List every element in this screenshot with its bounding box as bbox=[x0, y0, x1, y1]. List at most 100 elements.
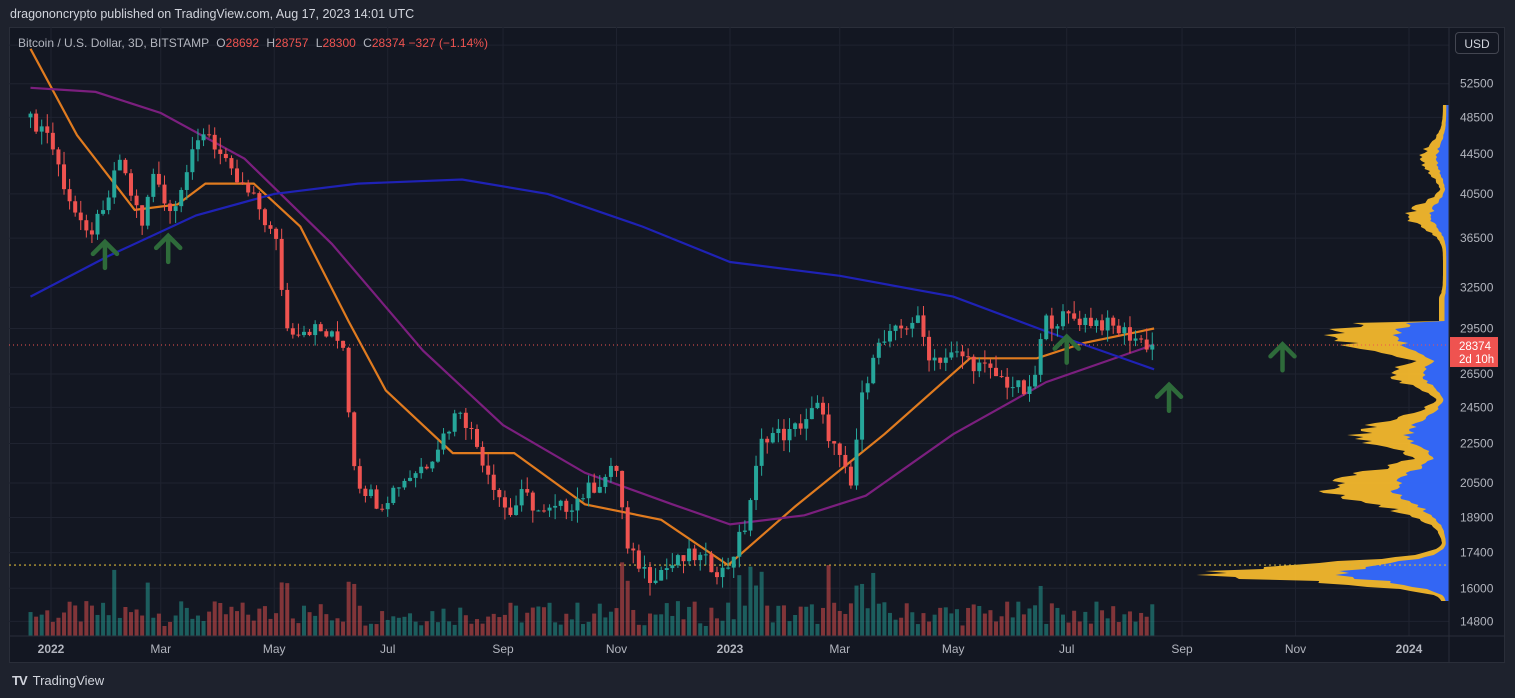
x-tick-label: 2024 bbox=[1396, 642, 1423, 656]
candle-body bbox=[296, 334, 301, 336]
candle-body bbox=[212, 134, 217, 150]
candle-body bbox=[709, 554, 714, 573]
volume-bar bbox=[413, 621, 418, 636]
chart-legend: Bitcoin / U.S. Dollar, 3D, BITSTAMP O286… bbox=[18, 36, 488, 50]
candles bbox=[28, 109, 1155, 596]
candle-body bbox=[692, 548, 697, 561]
candle-body bbox=[1066, 311, 1071, 314]
volume-bar bbox=[424, 621, 429, 636]
candle-body bbox=[140, 205, 145, 226]
volume-bar bbox=[943, 607, 948, 636]
volume-bar bbox=[921, 613, 926, 636]
volume-bar bbox=[201, 620, 206, 636]
candle-body bbox=[932, 357, 937, 361]
volume-bar bbox=[469, 623, 474, 636]
candle-body bbox=[67, 189, 72, 202]
candle-body bbox=[887, 330, 892, 342]
candle-body bbox=[949, 352, 954, 358]
up-arrow-icon bbox=[1154, 381, 1184, 414]
volume-bar bbox=[687, 606, 692, 636]
candle-body bbox=[809, 408, 814, 420]
volume-bar bbox=[491, 613, 496, 636]
volume-bar bbox=[195, 615, 200, 636]
candle-body bbox=[541, 510, 546, 512]
candle-body bbox=[229, 158, 234, 169]
candle-body bbox=[207, 134, 212, 136]
y-tick-label: 24500 bbox=[1460, 400, 1494, 414]
volume-bar bbox=[341, 621, 346, 636]
volume-bar bbox=[168, 621, 173, 636]
tradingview-logo-icon[interactable]: TV bbox=[12, 673, 28, 688]
volume-bar bbox=[625, 580, 630, 636]
candle-body bbox=[145, 196, 150, 226]
volume-bar bbox=[648, 613, 653, 636]
candle-body bbox=[720, 567, 725, 578]
candle-body bbox=[876, 342, 881, 358]
candle-body bbox=[307, 331, 312, 336]
volume-bar bbox=[804, 606, 809, 636]
candle-body bbox=[1105, 317, 1110, 331]
volume-bar bbox=[988, 610, 993, 636]
candle-body bbox=[714, 572, 719, 578]
volume-bar bbox=[826, 565, 831, 636]
candle-body bbox=[804, 419, 809, 429]
volume-bar bbox=[1139, 612, 1144, 636]
volume-bar bbox=[927, 621, 932, 636]
price-chart[interactable]: 5750052500485004450040500365003250029500… bbox=[9, 27, 1505, 663]
volume-bar bbox=[581, 624, 586, 636]
low-value: 28300 bbox=[322, 36, 356, 50]
volume-bar bbox=[714, 618, 719, 636]
candle-body bbox=[435, 449, 440, 462]
volume-bar bbox=[240, 602, 245, 636]
volume-bar bbox=[904, 603, 909, 636]
volume-bar bbox=[910, 612, 915, 636]
y-tick-label: 20500 bbox=[1460, 476, 1494, 490]
candle-body bbox=[391, 487, 396, 504]
candle-body bbox=[274, 228, 279, 239]
candle-body bbox=[821, 402, 826, 415]
volume-bar bbox=[798, 606, 803, 636]
volume-bar bbox=[134, 609, 139, 636]
candle-body bbox=[698, 554, 703, 561]
volume-bar bbox=[307, 612, 312, 636]
volume-bar bbox=[954, 609, 959, 636]
volume-bar bbox=[335, 618, 340, 636]
candle-body bbox=[826, 414, 831, 442]
volume-bar bbox=[67, 601, 72, 636]
candle-body bbox=[508, 507, 513, 516]
candle-body bbox=[681, 555, 686, 562]
candle-body bbox=[530, 492, 535, 511]
volume-bar bbox=[156, 613, 161, 636]
currency-button[interactable]: USD bbox=[1455, 32, 1499, 54]
candle-body bbox=[1033, 374, 1038, 387]
candle-body bbox=[62, 164, 67, 190]
y-tick-label: 52500 bbox=[1460, 77, 1494, 91]
x-tick-label: Mar bbox=[150, 642, 171, 656]
candle-body bbox=[994, 367, 999, 377]
volume-bar bbox=[285, 583, 290, 636]
candle-body bbox=[374, 489, 379, 509]
x-tick-label: Sep bbox=[492, 642, 514, 656]
volume-bar bbox=[89, 605, 94, 636]
volume-bar bbox=[363, 625, 368, 636]
last-price-tag bbox=[1450, 337, 1498, 368]
volume-bar bbox=[396, 617, 401, 636]
volume-bar bbox=[821, 607, 826, 636]
volume-bar bbox=[720, 620, 725, 636]
x-tick-label: May bbox=[263, 642, 286, 656]
candle-body bbox=[592, 482, 597, 493]
volume-bar bbox=[480, 623, 485, 636]
volume-bar bbox=[553, 622, 558, 636]
volume-bar bbox=[151, 617, 156, 636]
candle-body bbox=[430, 461, 435, 469]
candle-body bbox=[475, 429, 480, 447]
volume-bar bbox=[106, 615, 111, 636]
volume-bar bbox=[1100, 610, 1105, 636]
candle-body bbox=[1016, 380, 1021, 388]
candle-body bbox=[458, 412, 463, 414]
volume-bar bbox=[352, 583, 357, 636]
candle-body bbox=[575, 498, 580, 511]
volume-bar bbox=[899, 617, 904, 636]
volume-bar bbox=[748, 566, 753, 636]
volume-bar bbox=[1088, 623, 1093, 636]
